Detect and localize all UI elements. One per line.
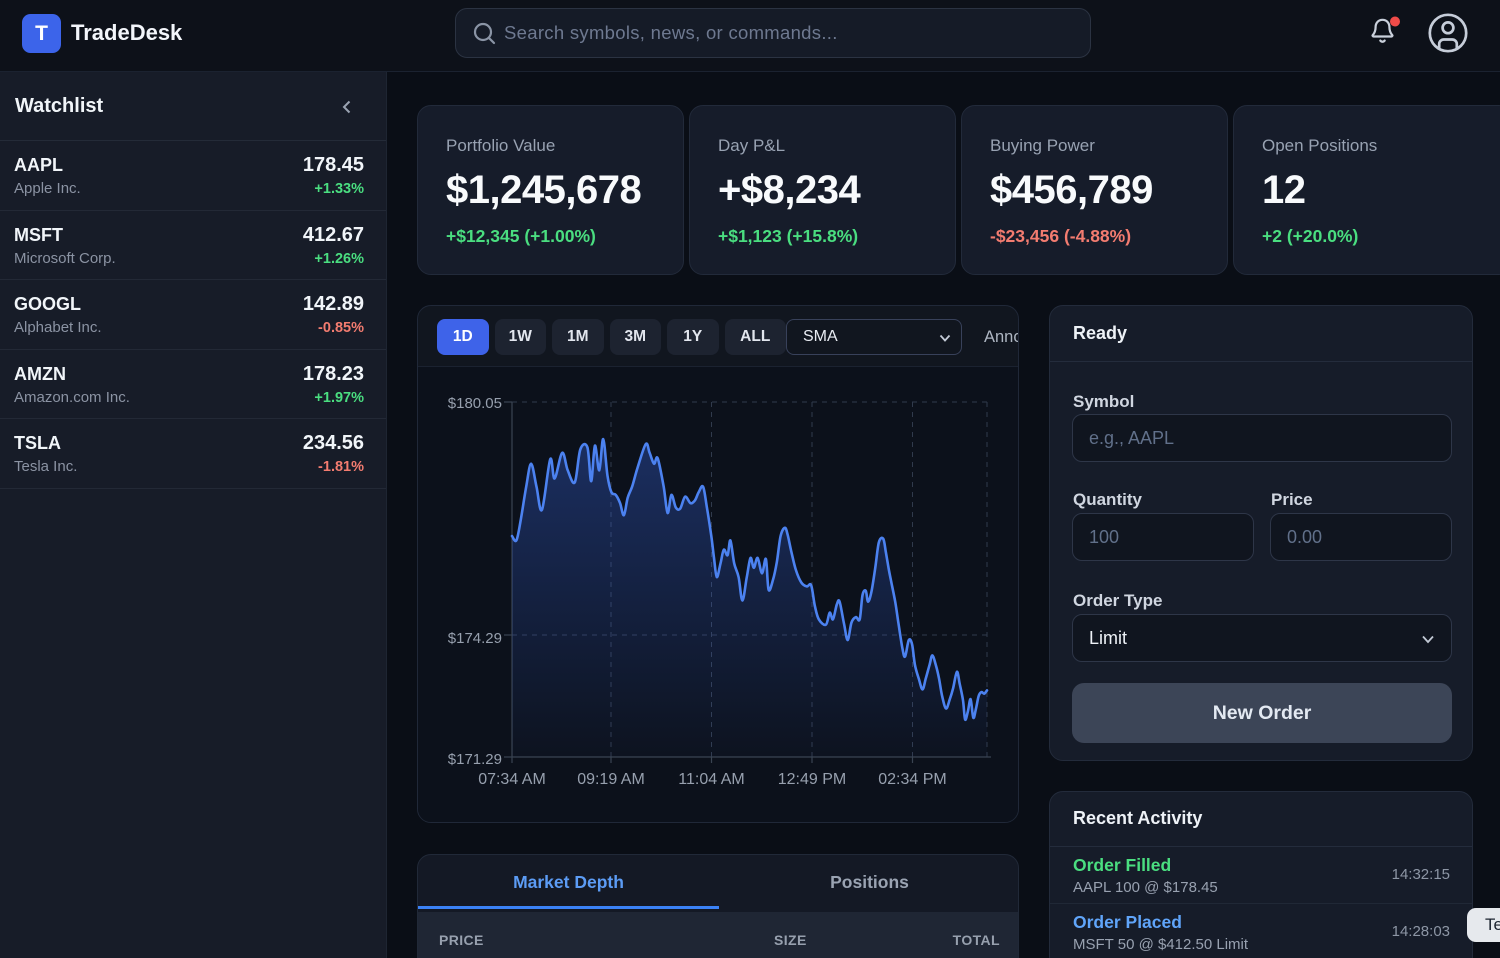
svg-text:07:34 AM: 07:34 AM <box>478 771 546 788</box>
svg-text:02:34 PM: 02:34 PM <box>878 771 946 788</box>
svg-text:$180.05: $180.05 <box>448 395 502 412</box>
svg-text:11:04 AM: 11:04 AM <box>678 771 744 788</box>
svg-text:09:19 AM: 09:19 AM <box>577 771 645 788</box>
svg-text:12:49 PM: 12:49 PM <box>778 771 846 788</box>
svg-text:$171.29: $171.29 <box>448 751 502 768</box>
svg-text:$174.29: $174.29 <box>448 630 502 647</box>
